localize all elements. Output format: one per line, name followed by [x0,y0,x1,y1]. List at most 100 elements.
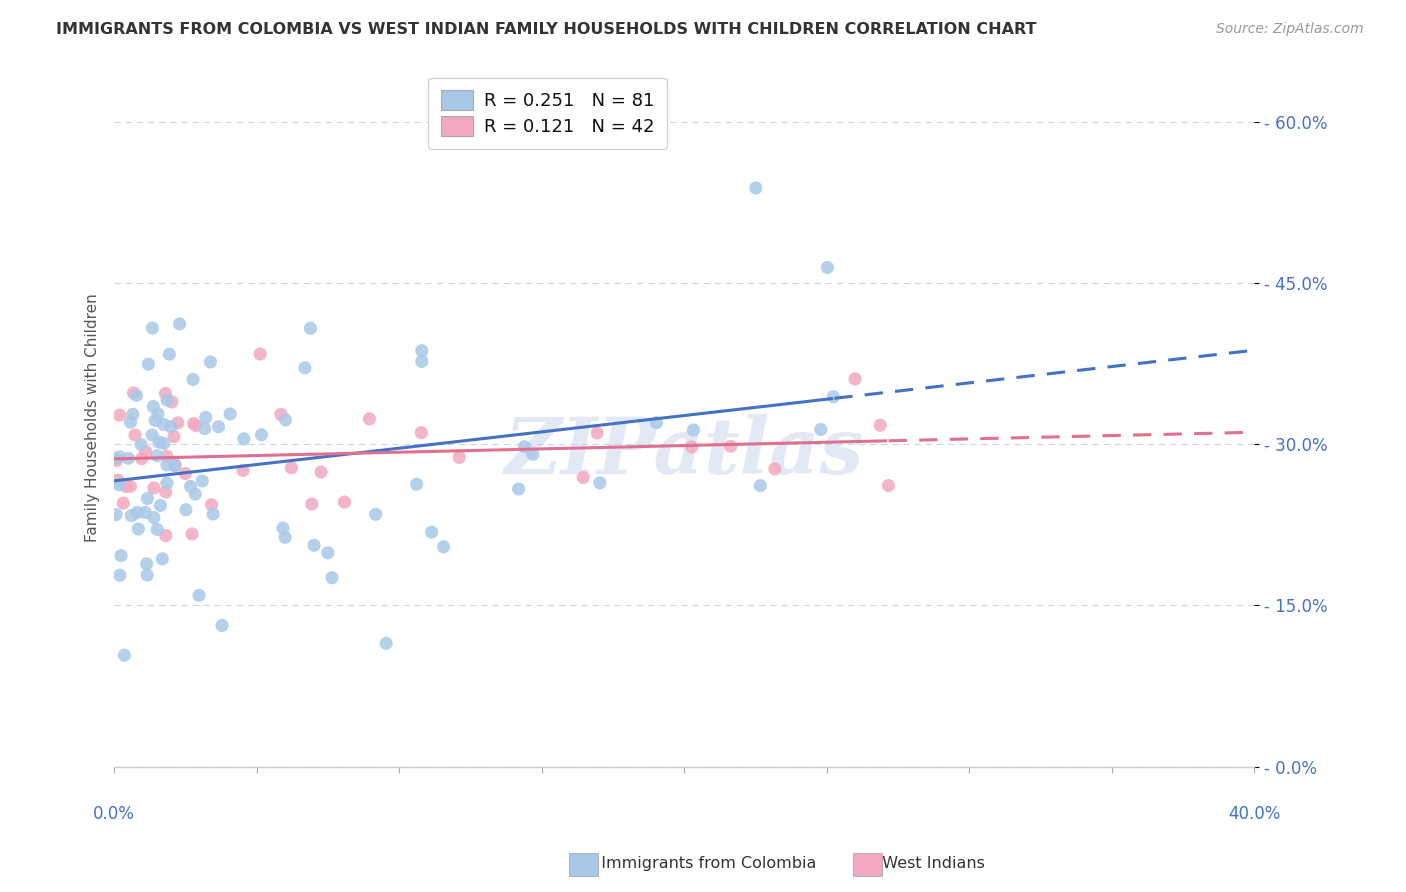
Point [364,508,387,522]
Point [645,416,668,430]
Point [165,458,187,472]
Point [110,549,132,563]
Point [141,428,163,442]
Point [749,478,772,492]
Point [188,588,211,602]
Point [274,530,297,544]
Text: Immigrants from Colombia: Immigrants from Colombia [591,856,815,871]
Point [107,473,129,487]
Point [411,425,433,440]
Point [411,343,433,358]
Point [135,557,157,571]
Point [586,425,609,440]
Point [174,502,197,516]
Point [301,497,323,511]
Point [125,388,148,402]
Point [309,465,332,479]
Point [122,385,145,400]
Point [124,428,146,442]
Point [271,521,294,535]
Point [136,491,159,506]
Point [127,506,149,520]
Point [763,462,786,476]
Point [149,499,172,513]
Point [815,260,838,275]
Point [181,372,204,386]
Point [146,523,169,537]
Point [108,450,131,464]
Point [877,478,900,492]
Point [115,479,138,493]
Point [156,392,179,407]
Point [202,507,225,521]
Point [200,498,222,512]
Point [183,417,205,431]
Y-axis label: Family Households with Children: Family Households with Children [86,293,100,542]
Legend: R = 0.251   N = 81, R = 0.121   N = 42: R = 0.251 N = 81, R = 0.121 N = 42 [427,78,666,149]
Point [146,449,169,463]
Point [745,181,768,195]
Point [121,407,143,421]
Point [321,571,343,585]
Point [232,463,254,477]
Point [449,450,471,465]
Point [148,435,170,450]
Point [117,451,139,466]
Point [152,436,174,450]
Point [720,439,742,453]
Point [108,568,131,582]
Point [174,467,197,481]
Point [143,413,166,427]
Point [156,476,179,491]
Point [166,416,188,430]
Point [433,540,456,554]
Text: ZIPatlas: ZIPatlas [505,414,863,491]
Point [211,618,233,632]
Point [375,636,398,650]
Text: 0.0%: 0.0% [93,805,135,823]
Point [155,485,177,500]
Point [522,447,544,461]
Point [274,413,297,427]
Point [120,415,142,429]
Point [135,444,157,458]
Point [138,357,160,371]
Point [180,479,202,493]
Point [157,347,180,361]
Point [129,437,152,451]
Point [681,440,703,454]
Point [104,508,127,522]
Point [191,474,214,488]
Point [105,453,128,467]
Point [169,317,191,331]
Point [142,400,165,414]
Point [572,470,595,484]
Point [359,412,381,426]
Point [141,321,163,335]
Point [249,347,271,361]
Point [508,482,530,496]
Point [219,407,242,421]
Point [280,460,302,475]
Text: IMMIGRANTS FROM COLOMBIA VS WEST INDIAN FAMILY HOUSEHOLDS WITH CHILDREN CORRELAT: IMMIGRANTS FROM COLOMBIA VS WEST INDIAN … [56,22,1036,37]
Point [163,458,186,473]
Point [405,477,427,491]
Point [108,408,131,422]
Point [420,525,443,540]
Point [207,419,229,434]
Point [120,479,142,493]
Point [316,546,339,560]
Point [120,508,142,523]
FancyBboxPatch shape [853,853,882,876]
Point [155,386,177,401]
Point [108,477,131,491]
Point [589,475,612,490]
Point [184,487,207,501]
Point [127,522,149,536]
Text: West Indians: West Indians [872,856,984,871]
Point [112,648,135,663]
Point [156,458,179,472]
Point [270,407,292,421]
Point [136,568,159,582]
Point [302,538,325,552]
